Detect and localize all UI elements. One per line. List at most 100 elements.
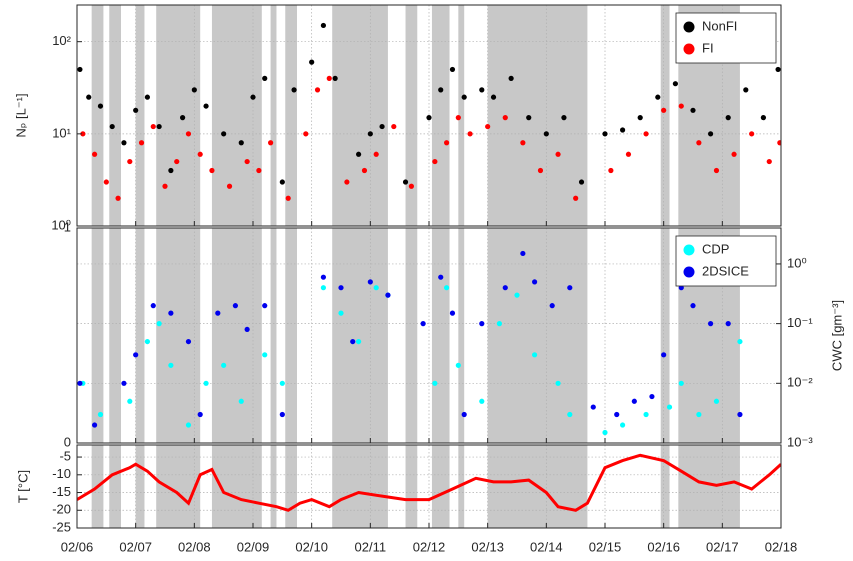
y-axis-label: Nₚ [L⁻¹] [13,93,28,137]
y-tick-label: 10¹ [52,125,71,140]
shaded-interval [135,5,145,226]
x-tick-label: 02/10 [295,539,328,554]
data-point [103,179,109,185]
data-point [432,380,438,386]
y-tick-label: 10⁰ [51,217,71,232]
data-point [109,123,115,130]
data-point [537,167,544,174]
data-point [344,179,350,185]
data-point [444,285,450,291]
x-tick-label: 02/18 [765,539,798,554]
data-point [461,411,467,418]
data-point [279,179,285,185]
data-point [367,279,373,285]
x-tick-label: 02/16 [647,539,680,554]
data-point [226,183,233,189]
x-tick-label: 02/12 [413,539,446,554]
shaded-interval [211,5,262,226]
data-point [666,404,673,410]
data-point [614,411,620,418]
shaded-interval [660,445,670,528]
data-point [502,285,508,291]
data-point [168,362,174,368]
data-point [291,87,297,93]
data-point [244,326,250,333]
data-point [637,115,643,121]
data-point [449,310,456,316]
y-tick-label: 10⁰ [787,255,807,270]
data-point [467,131,473,137]
shaded-interval [285,228,297,443]
data-point [115,195,121,201]
y-tick-label: -5 [59,448,71,463]
data-point [338,285,344,291]
data-point [250,94,256,100]
data-point [121,380,127,386]
data-point [215,310,221,316]
data-point [625,151,632,157]
y-tick-label: 10² [52,33,71,48]
shaded-interval [156,5,201,226]
data-point [485,123,491,130]
data-point [279,380,285,386]
data-point [144,338,150,345]
data-point [356,338,362,345]
data-point [602,131,608,137]
axes-frame [76,444,782,529]
y-tick-label: 0 [64,434,71,449]
shaded-interval [109,445,121,528]
data-point [438,274,444,280]
data-point [737,411,743,418]
data-point [479,321,485,327]
data-point [338,310,344,316]
data-point [549,303,555,309]
axes-frame [76,4,782,227]
data-point [197,411,203,418]
legend-marker [683,21,695,33]
data-point [385,292,391,298]
shaded-interval [458,5,465,226]
axes-frame [76,227,782,444]
data-point [661,107,667,113]
data-point [332,75,338,81]
data-point [232,303,238,309]
data-point [379,123,385,130]
y-tick-label: -10 [52,466,71,481]
shaded-interval [405,445,418,528]
shaded-interval [487,5,588,226]
data-point [350,338,356,345]
shaded-interval [405,228,418,443]
data-point [138,140,145,146]
y-tick-label: -15 [52,484,71,499]
shaded-interval [405,5,418,226]
legend-label: CDP [702,241,729,256]
data-point [80,131,86,137]
data-point [496,321,502,327]
data-point [256,167,262,174]
x-tick-label: 02/13 [471,539,504,554]
data-point [749,131,755,137]
data-point [303,131,309,137]
y-tick-label: 10⁻² [787,375,813,390]
data-point [555,151,561,157]
data-point [121,140,127,146]
data-point [77,66,83,73]
data-point [221,362,227,368]
data-point [209,167,215,174]
data-point [391,123,397,130]
data-point [238,398,244,404]
data-point [713,167,720,174]
data-point [713,398,720,404]
data-point [185,422,192,428]
data-point [320,285,326,291]
data-point [620,422,626,428]
data-point [185,338,192,345]
data-point [696,411,702,418]
shaded-interval [431,445,450,528]
y-tick-label: -25 [52,519,71,534]
data-point [696,140,702,146]
y-tick-label: 10⁻¹ [787,315,813,330]
data-point [561,115,567,121]
